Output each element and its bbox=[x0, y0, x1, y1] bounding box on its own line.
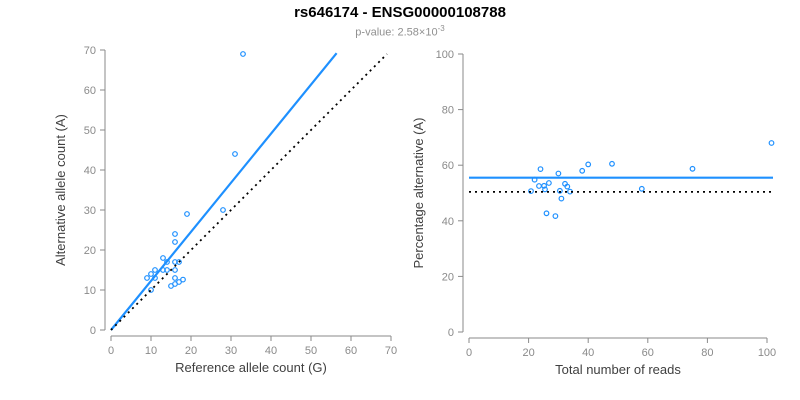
data-point bbox=[564, 183, 571, 190]
y-tick-label: 0 bbox=[90, 325, 96, 337]
x-tick-label: 40 bbox=[265, 345, 277, 357]
data-point bbox=[172, 267, 178, 273]
y-tick-label: 60 bbox=[442, 160, 454, 172]
data-point bbox=[232, 151, 238, 157]
figure-header: rs646174 - ENSG00000108788 p-value: 2.58… bbox=[0, 4, 800, 40]
data-point bbox=[585, 161, 592, 168]
x-tick-label: 70 bbox=[385, 345, 397, 357]
figure-title: rs646174 - ENSG00000108788 bbox=[294, 4, 506, 21]
data-point bbox=[172, 259, 178, 265]
right-y-axis: 0 20 40 60 80 100 Percentage alternative (A) bbox=[411, 49, 464, 339]
data-point bbox=[148, 287, 154, 293]
data-point bbox=[144, 275, 150, 281]
x-tick-label: 0 bbox=[108, 345, 114, 357]
data-point bbox=[609, 160, 615, 167]
data-point bbox=[220, 207, 226, 213]
data-point bbox=[689, 165, 696, 172]
left-scatter-panel: 0 10 20 30 40 50 60 70 Alternative allele count … bbox=[53, 45, 397, 375]
data-point bbox=[552, 213, 559, 220]
fit-line bbox=[110, 52, 338, 331]
data-point bbox=[172, 239, 178, 245]
x-tick-label: 40 bbox=[582, 347, 594, 359]
data-point bbox=[176, 259, 182, 265]
right-x-axis: 0 20 40 60 80 100 Total number of reads bbox=[466, 337, 776, 377]
figure-subtitle: p-value: 2.58×10-3 bbox=[0, 22, 800, 40]
left-y-axis: 0 10 20 30 40 50 60 70 Alternative allele count … bbox=[53, 45, 106, 337]
y-tick-label: 0 bbox=[448, 327, 454, 339]
pvalue-exponent: -3 bbox=[437, 24, 445, 33]
data-point bbox=[148, 271, 154, 277]
pvalue-text: p-value: 2.58×10 bbox=[355, 26, 438, 39]
y-tick-label: 20 bbox=[442, 271, 454, 283]
data-point bbox=[180, 276, 186, 283]
left-points bbox=[144, 51, 246, 293]
data-point bbox=[160, 255, 166, 261]
data-point bbox=[164, 267, 170, 273]
y-tick-label: 40 bbox=[442, 216, 454, 228]
x-tick-label: 80 bbox=[701, 347, 713, 359]
x-tick-label: 10 bbox=[145, 345, 157, 357]
data-point bbox=[240, 51, 246, 57]
y-axis-title: Alternative allele count (A) bbox=[53, 114, 68, 266]
data-point bbox=[152, 267, 158, 273]
data-point bbox=[546, 180, 552, 186]
x-tick-label: 50 bbox=[305, 345, 317, 357]
y-tick-label: 40 bbox=[84, 165, 96, 177]
x-tick-label: 60 bbox=[345, 345, 357, 357]
x-tick-label: 100 bbox=[758, 347, 776, 359]
y-tick-label: 30 bbox=[84, 205, 96, 217]
data-point bbox=[543, 210, 550, 217]
x-tick-label: 30 bbox=[225, 345, 237, 357]
data-point bbox=[579, 167, 586, 174]
x-tick-label: 20 bbox=[522, 347, 534, 359]
data-point bbox=[172, 275, 178, 281]
data-point bbox=[184, 211, 190, 217]
data-point bbox=[172, 281, 178, 287]
data-point bbox=[555, 170, 562, 177]
left-x-axis: 0 10 20 30 40 50 60 70 Reference allele count (G… bbox=[108, 335, 397, 375]
data-point bbox=[536, 183, 542, 189]
data-point bbox=[558, 195, 565, 202]
identity-line bbox=[110, 53, 388, 331]
x-axis-title: Reference allele count (G) bbox=[175, 360, 327, 375]
y-tick-label: 100 bbox=[436, 49, 454, 61]
y-tick-label: 20 bbox=[84, 245, 96, 257]
y-tick-label: 80 bbox=[442, 105, 454, 117]
x-tick-label: 0 bbox=[466, 347, 472, 359]
data-point bbox=[542, 186, 548, 193]
data-point bbox=[528, 188, 534, 195]
x-tick-label: 60 bbox=[642, 347, 654, 359]
data-point bbox=[768, 140, 775, 146]
y-tick-label: 70 bbox=[84, 45, 96, 57]
data-point bbox=[557, 187, 563, 194]
y-axis-title: Percentage alternative (A) bbox=[411, 117, 426, 268]
y-tick-label: 10 bbox=[84, 285, 96, 297]
right-points bbox=[528, 140, 775, 220]
y-tick-label: 60 bbox=[84, 85, 96, 97]
x-tick-label: 20 bbox=[185, 345, 197, 357]
data-point bbox=[537, 166, 544, 173]
data-point bbox=[172, 231, 178, 237]
right-scatter-panel: 0 20 40 60 80 100 Percentage alternative (A) 0 2… bbox=[411, 49, 776, 377]
x-axis-title: Total number of reads bbox=[555, 362, 681, 377]
data-point bbox=[638, 185, 645, 192]
y-tick-label: 50 bbox=[84, 125, 96, 137]
